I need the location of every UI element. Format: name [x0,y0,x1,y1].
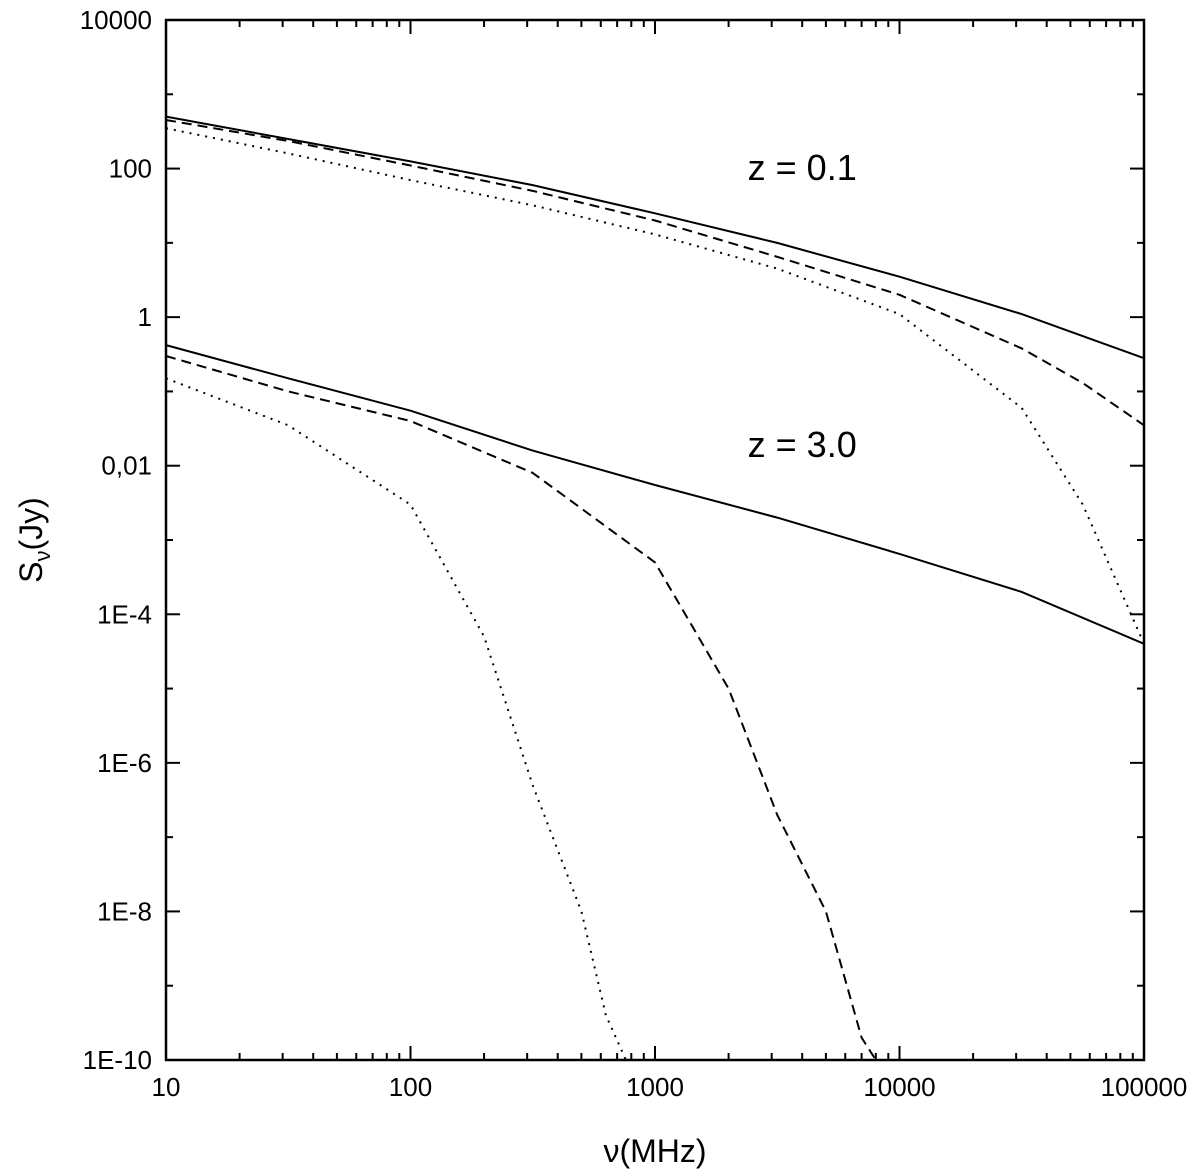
series-line-solid [165,115,1145,360]
y-tick-label: 1E-8 [97,896,152,926]
y-axis-title: Sν(Jy) [13,497,55,583]
series-line-dotted [165,377,627,1061]
series-group-annotation: z = 3.0 [748,424,857,465]
series-group-annotation: z = 0.1 [748,147,857,188]
y-tick-label: 10000 [80,5,152,35]
y-tick-label: 1E-4 [97,599,152,629]
y-tick-label: 1E-10 [83,1045,152,1075]
y-axis-title-main: S [13,561,49,582]
y-tick-label: 1E-6 [97,748,152,778]
x-tick-label: 100000 [1101,1072,1188,1102]
series-line-dashed [165,355,877,1061]
y-axis-title-subscript: ν [30,550,55,561]
series-line-dashed [165,119,1145,427]
axis-ticks [165,19,1145,1061]
y-tick-label: 100 [109,154,152,184]
x-tick-label: 10000 [863,1072,935,1102]
x-axis-title: ν(MHz) [603,1133,706,1169]
y-axis-title-unit: (Jy) [13,497,49,550]
x-tick-label: 10 [152,1072,181,1102]
y-tick-label: 0,01 [101,451,152,481]
axis-tick-labels: 10 100 1000 10000 100000 10000 100 1 0,01 1E-4 1E-… [80,5,1188,1102]
series-layer [165,115,1145,1061]
x-tick-label: 1000 [626,1072,684,1102]
series-line-solid [165,344,1145,645]
series-line-dotted [165,127,1145,645]
y-tick-label: 1 [138,302,152,332]
annotations: z = 0.1 z = 3.0 [748,147,857,465]
x-tick-label: 100 [389,1072,432,1102]
plot-frame [164,18,1146,1062]
